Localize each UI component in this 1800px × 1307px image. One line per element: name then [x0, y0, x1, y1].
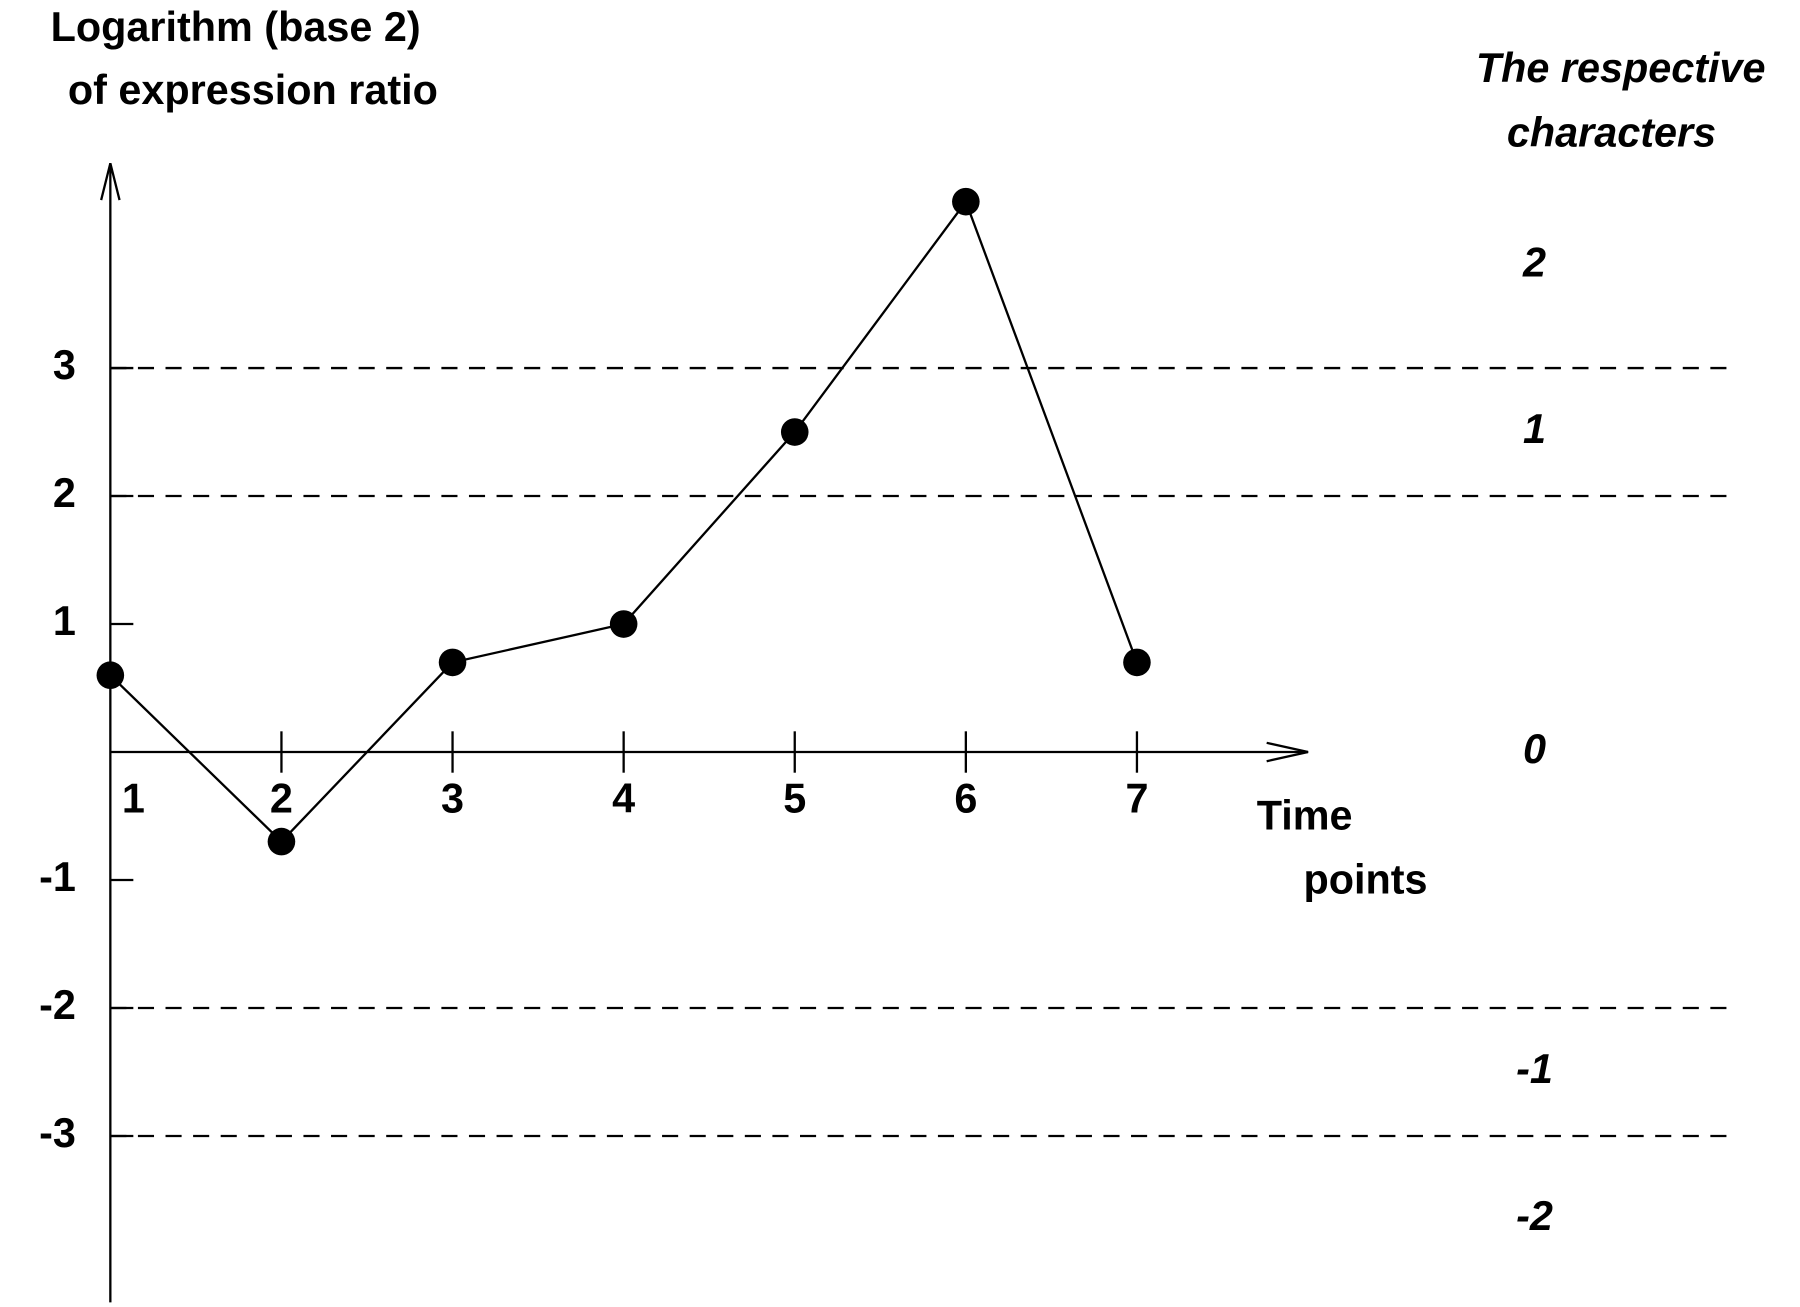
data-point: [96, 661, 125, 690]
character-label: 0: [1523, 726, 1546, 772]
data-point: [438, 648, 467, 677]
character-label: -2: [1516, 1193, 1553, 1239]
y-tick-label: -2: [39, 982, 76, 1028]
x-tick-label: 6: [954, 775, 977, 821]
x-tick-label: 4: [612, 775, 635, 821]
x-tick-label: 5: [783, 775, 806, 821]
character-label: 2: [1522, 240, 1546, 286]
y-tick-label: 2: [53, 470, 76, 516]
y-axis-label: Logarithm (base 2): [51, 4, 421, 50]
data-point: [1123, 648, 1151, 677]
characters-title: The respective: [1476, 45, 1766, 91]
characters-title: characters: [1507, 110, 1716, 156]
x-tick-label: 2: [270, 775, 293, 821]
x-tick-label: 1: [122, 775, 145, 821]
data-point: [267, 827, 296, 856]
y-axis-label: of expression ratio: [68, 67, 438, 113]
character-label: 1: [1523, 406, 1546, 452]
data-point: [952, 187, 980, 216]
y-tick-label: 3: [53, 342, 76, 388]
character-label: -1: [1516, 1046, 1553, 1092]
y-tick-label: -1: [39, 854, 76, 900]
x-axis-label: points: [1303, 857, 1427, 903]
x-tick-label: 3: [441, 775, 464, 821]
data-point: [780, 418, 809, 446]
y-axis-arrow: [100, 162, 121, 201]
y-tick-label: -3: [39, 1110, 76, 1156]
x-tick-label: 7: [1125, 775, 1148, 821]
x-axis-label: Time: [1257, 792, 1353, 838]
y-tick-label: 1: [53, 598, 76, 644]
data-point: [609, 610, 638, 638]
x-axis-arrow: [1266, 741, 1309, 763]
